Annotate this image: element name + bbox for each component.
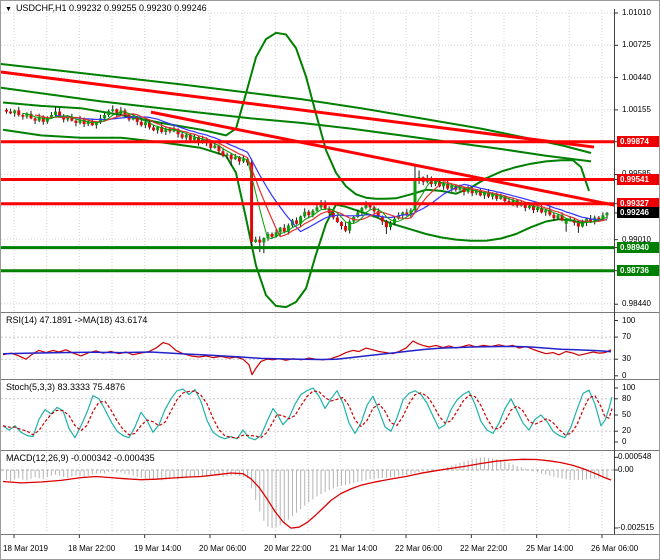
stoch-label: Stoch(5,3,3) 83.3333 75.4876 [6,382,126,392]
macd-label: MACD(12,26,9) -0.000342 -0.000435 [6,453,155,463]
title-quotes: 0.99232 0.99255 0.99230 0.99246 [68,3,207,13]
symbol-dropdown-icon[interactable]: ▼ [5,6,12,13]
rsi-label: RSI(14) 47.1891 ->MA(18) 43.6174 [6,315,148,325]
chart-title: ▼ USDCHF,H1 0.99232 0.99255 0.99230 0.992… [5,3,207,13]
title-symbol: USDCHF,H1 [15,3,67,13]
